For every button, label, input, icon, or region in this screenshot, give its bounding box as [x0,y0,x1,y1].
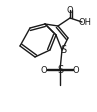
Text: S: S [60,45,66,55]
Text: O: O [41,66,47,74]
Text: OH: OH [78,17,91,27]
Text: O: O [73,66,79,74]
Text: O: O [67,5,73,14]
Text: S: S [57,65,63,75]
